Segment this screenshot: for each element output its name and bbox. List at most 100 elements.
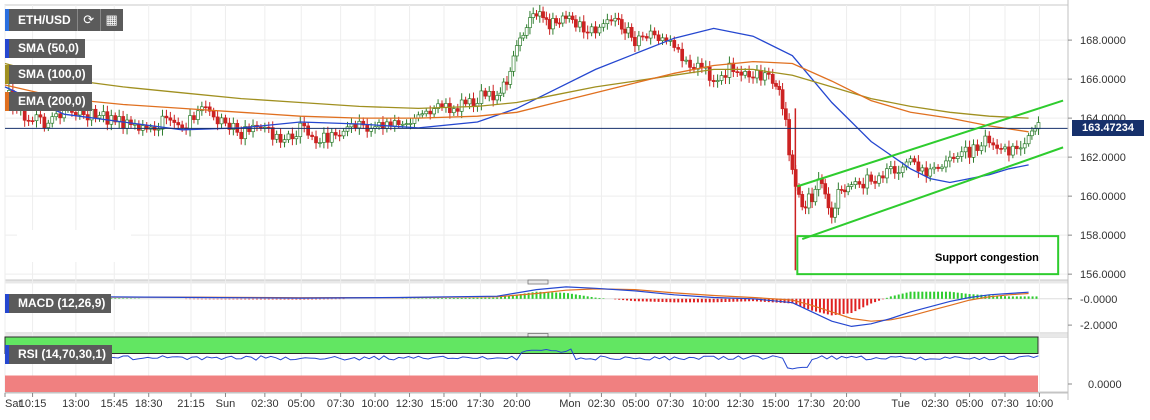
- time-tick-label: 07:30: [991, 398, 1019, 410]
- macd-histogram-bar: [685, 298, 688, 303]
- candle-body: [498, 92, 503, 96]
- macd-histogram-bar: [488, 297, 491, 299]
- candle-body: [428, 110, 433, 115]
- candle-body: [396, 120, 401, 125]
- time-tick-label: 02:30: [921, 398, 949, 410]
- time-tick-label: 05:00: [956, 398, 984, 410]
- time-tick-label: 12:30: [396, 398, 424, 410]
- macd-histogram-bar: [716, 298, 719, 303]
- candle-body: [1018, 147, 1023, 150]
- macd-histogram-bar: [535, 291, 538, 299]
- candle-body: [762, 72, 767, 81]
- macd-histogram-bar: [748, 298, 751, 302]
- candle-body: [259, 126, 263, 129]
- candle-body: [125, 119, 129, 129]
- macd-histogram-bar: [842, 298, 845, 314]
- macd-histogram-bar: [539, 291, 542, 299]
- candle-body: [333, 132, 338, 136]
- candle-body: [1011, 145, 1015, 156]
- macd-histogram-bar: [755, 298, 758, 302]
- macd-histogram-bar: [1000, 295, 1003, 299]
- macd-histogram-bar: [279, 298, 282, 300]
- macd-histogram-bar: [318, 298, 321, 300]
- macd-legend[interactable]: MACD (12,26,9): [5, 294, 112, 313]
- candle-body: [770, 74, 775, 84]
- macd-histogram-bar: [637, 298, 640, 302]
- price-tick-label: 162.0000: [1080, 152, 1126, 164]
- sma50-legend[interactable]: SMA (50,0): [5, 39, 85, 58]
- macd-histogram-bar: [448, 298, 451, 299]
- candle-body: [455, 108, 460, 112]
- macd-histogram-bar: [212, 298, 215, 300]
- candle-body: [554, 18, 559, 24]
- macd-histogram-bar: [480, 297, 483, 299]
- time-tick-label: 18:30: [135, 398, 163, 410]
- macd-histogram-bar: [622, 298, 625, 301]
- candle-body: [932, 166, 936, 170]
- candle-body: [207, 106, 212, 112]
- macd-histogram-bar: [728, 298, 731, 302]
- macd-histogram-bar: [578, 295, 581, 299]
- macd-histogram-bar: [1031, 296, 1034, 299]
- ema200-legend[interactable]: EMA (200,0): [5, 92, 92, 111]
- macd-histogram-bar: [858, 298, 861, 310]
- candle-body: [987, 135, 992, 144]
- candle-body: [534, 13, 539, 17]
- macd-histogram-bar: [791, 298, 794, 304]
- macd-histogram-bar: [724, 298, 727, 302]
- channel-lower-line: [801, 146, 1064, 240]
- macd-histogram-bar: [295, 298, 298, 300]
- candle-body: [908, 158, 913, 163]
- macd-histogram-bar: [826, 298, 829, 315]
- candle-body: [605, 19, 610, 25]
- candle-body: [626, 27, 631, 34]
- candle-body: [912, 158, 917, 163]
- candle-body: [74, 112, 78, 116]
- candle-body: [963, 146, 968, 153]
- calendar-icon[interactable]: ▦: [99, 9, 123, 31]
- macd-histogram-bar: [665, 298, 668, 303]
- candle-body: [471, 98, 476, 107]
- macd-histogram-bar: [874, 298, 877, 303]
- candle-body: [688, 59, 692, 68]
- macd-histogram-bar: [629, 298, 632, 301]
- candle-body: [944, 160, 948, 168]
- macd-histogram-bar: [118, 298, 121, 299]
- macd-histogram-bar: [818, 298, 821, 313]
- macd-tick-label: -0.0000: [1080, 294, 1117, 306]
- macd-histogram-bar: [830, 298, 833, 316]
- macd-histogram-bar: [531, 292, 534, 299]
- macd-histogram-bar: [779, 298, 782, 303]
- candle-body: [511, 55, 516, 72]
- macd-histogram-bar: [641, 298, 644, 302]
- refresh-icon[interactable]: ⟳: [76, 9, 100, 31]
- sma100-line: [4, 62, 1029, 119]
- candle-body: [637, 35, 641, 47]
- macd-histogram-bar: [870, 298, 873, 304]
- candle-body: [239, 131, 244, 140]
- macd-histogram-bar: [527, 292, 530, 299]
- candle-body: [836, 189, 841, 209]
- macd-histogram-bar: [287, 298, 290, 300]
- candle-body: [777, 86, 782, 90]
- rsi-legend[interactable]: RSI (14,70,30,1): [5, 345, 113, 364]
- candle-body: [707, 66, 712, 81]
- candle-body: [541, 11, 545, 18]
- sma100-legend[interactable]: SMA (100,0): [5, 65, 92, 84]
- candle-body: [294, 136, 299, 140]
- candle-body: [877, 175, 881, 184]
- macd-histogram-bar: [1027, 296, 1030, 299]
- candle-body: [723, 75, 728, 78]
- macd-histogram-bar: [271, 298, 274, 300]
- price-tick-label: 168.0000: [1080, 35, 1126, 47]
- macd-histogram-bar: [555, 292, 558, 299]
- candle-body: [479, 90, 484, 104]
- macd-histogram-bar: [700, 298, 703, 303]
- macd-histogram-bar: [696, 298, 699, 303]
- candle-body: [156, 128, 161, 131]
- macd-histogram-bar: [704, 298, 707, 303]
- candle-body: [846, 186, 851, 193]
- macd-histogram-bar: [437, 298, 440, 299]
